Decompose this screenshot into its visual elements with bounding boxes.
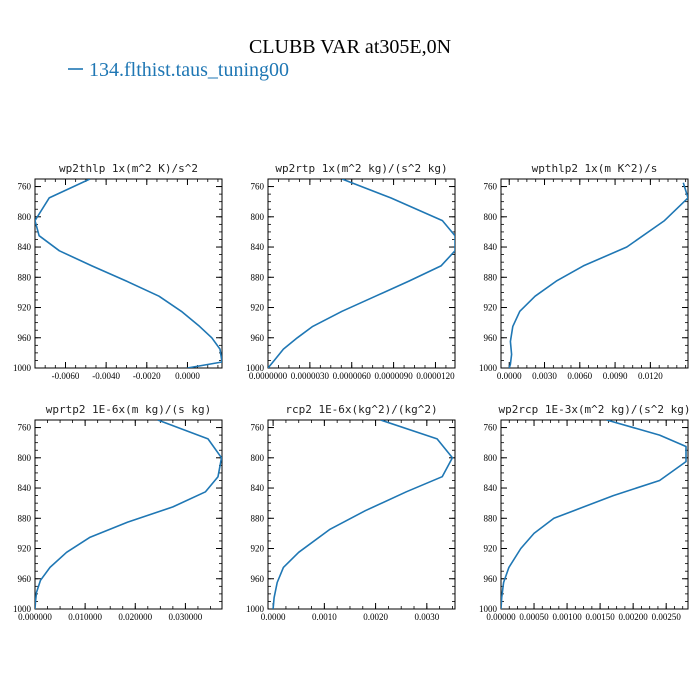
y-tick-label: 800	[484, 212, 498, 222]
y-tick-label: 960	[18, 333, 32, 343]
y-tick-label: 1000	[246, 604, 265, 614]
x-tick-label: 0.0030	[414, 612, 439, 622]
chart-panel-4: wprtp2 1E-6x(m kg)/(s kg) 760 800 840 880 920…	[13, 403, 223, 622]
y-tick-label: 800	[18, 212, 32, 222]
y-tick-label: 880	[18, 272, 32, 282]
x-tick-label: 0.030000	[169, 612, 203, 622]
y-tick-label: 880	[18, 513, 32, 523]
plot-frame	[267, 419, 456, 610]
x-tick-label: 0.0010	[312, 612, 337, 622]
x-tick-label: 0.0060	[567, 371, 592, 381]
y-tick-label: 840	[18, 483, 32, 493]
y-tick-label: 1000	[13, 363, 32, 373]
x-tick-label: 0.00100	[552, 612, 582, 622]
y-tick-label: 840	[484, 242, 498, 252]
panel-title: wpthlp2 1x(m K^2)/s	[532, 162, 658, 175]
panel-title: rcp2 1E-6x(kg^2)/(kg^2)	[285, 403, 437, 416]
y-tick-label: 1000	[479, 363, 498, 373]
y-tick-label: 760	[484, 423, 498, 433]
series-line	[272, 420, 454, 609]
x-tick-label: 0.0030	[532, 371, 557, 381]
y-tick-label: 960	[484, 574, 498, 584]
x-tick-label: 0.0000	[261, 612, 286, 622]
y-tick-label: 840	[18, 242, 32, 252]
x-tick-label: 0.0090	[603, 371, 628, 381]
x-tick-label: 0.0000000	[249, 371, 288, 381]
y-tick-label: 880	[484, 272, 498, 282]
y-tick-label: 800	[251, 453, 265, 463]
series-line	[35, 420, 222, 609]
y-tick-label: 880	[251, 272, 265, 282]
x-tick-label: -0.0060	[52, 371, 80, 381]
y-tick-label: 880	[251, 513, 265, 523]
y-tick-label: 1000	[13, 604, 32, 614]
y-tick-label: 920	[18, 544, 32, 554]
x-tick-label: 0.0120	[638, 371, 663, 381]
y-tick-label: 960	[251, 333, 265, 343]
series-line	[508, 182, 688, 368]
plot-frame	[34, 419, 223, 610]
x-tick-label: -0.0020	[133, 371, 161, 381]
x-tick-label: 0.00200	[619, 612, 649, 622]
chart-panel-2: wp2rtp 1x(m^2 kg)/(s^2 kg) 760 800 840 880 92…	[246, 162, 456, 381]
x-tick-label: 0.020000	[118, 612, 152, 622]
y-tick-label: 840	[251, 242, 265, 252]
y-tick-label: 760	[18, 182, 32, 192]
x-tick-label: 0.00250	[652, 612, 682, 622]
y-tick-label: 760	[251, 182, 265, 192]
y-tick-label: 960	[251, 574, 265, 584]
chart-panel-3: wpthlp2 1x(m K^2)/s 760 800 840 880 920 960 100…	[479, 162, 689, 381]
plot-frame	[500, 178, 689, 369]
y-tick-label: 760	[484, 182, 498, 192]
chart-panel-6: wp2rcp 1E-3x(m^2 kg)/(s^2 kg)760 800 840 88…	[479, 403, 691, 622]
legend-label: 134.flthist.taus_tuning00	[89, 59, 289, 81]
chart-panel-5: rcp2 1E-6x(kg^2)/(kg^2) 760 800 840 880 920 96…	[246, 403, 456, 622]
panel-title: wprtp2 1E-6x(m kg)/(s kg)	[46, 403, 212, 416]
chart-panel-1: wp2thlp 1x(m^2 K)/s^2 760 800 840 880 920 960 1…	[13, 162, 223, 381]
x-tick-label: 0.000000	[18, 612, 52, 622]
x-tick-label: 0.0000	[175, 371, 200, 381]
y-tick-label: 840	[484, 483, 498, 493]
panel-title: wp2rtp 1x(m^2 kg)/(s^2 kg)	[275, 162, 447, 175]
x-tick-label: 0.00050	[519, 612, 549, 622]
panel-title: wp2rcp 1E-3x(m^2 kg)/(s^2 kg)	[498, 403, 690, 416]
plot-frame	[500, 419, 689, 610]
y-tick-label: 920	[251, 544, 265, 554]
y-tick-label: 880	[484, 513, 498, 523]
y-tick-label: 800	[484, 453, 498, 463]
x-tick-label: 0.0000030	[291, 371, 330, 381]
plot-frame	[267, 178, 456, 369]
y-tick-label: 760	[251, 423, 265, 433]
plot-frame	[34, 178, 223, 369]
series-line	[268, 179, 455, 368]
y-tick-label: 1000	[246, 363, 265, 373]
y-tick-label: 800	[18, 453, 32, 463]
x-tick-label: 0.010000	[68, 612, 102, 622]
x-tick-label: 0.0000060	[333, 371, 372, 381]
y-tick-label: 960	[18, 574, 32, 584]
panel-title: wp2thlp 1x(m^2 K)/s^2	[59, 162, 198, 175]
series-line	[35, 179, 222, 368]
x-tick-label: 0.0020	[363, 612, 388, 622]
panels: wp2thlp 1x(m^2 K)/s^2 760 800 840 880 920 960 1…	[13, 162, 691, 622]
x-tick-label: 0.00000	[486, 612, 516, 622]
y-tick-label: 760	[18, 423, 32, 433]
x-tick-label: 0.00150	[585, 612, 615, 622]
x-tick-label: 0.0000090	[374, 371, 413, 381]
y-tick-label: 920	[484, 544, 498, 554]
x-tick-label: -0.0040	[92, 371, 120, 381]
x-tick-label: 0.0000	[497, 371, 522, 381]
legend: 134.flthist.taus_tuning00	[68, 59, 289, 81]
y-tick-label: 920	[484, 303, 498, 313]
y-tick-label: 920	[251, 303, 265, 313]
y-tick-label: 960	[484, 333, 498, 343]
series-line	[501, 420, 687, 609]
y-tick-label: 920	[18, 303, 32, 313]
x-tick-label: 0.0000120	[416, 371, 455, 381]
figure-title: CLUBB VAR at305E,0N	[249, 36, 451, 58]
y-tick-label: 840	[251, 483, 265, 493]
y-tick-label: 1000	[479, 604, 498, 614]
y-tick-label: 800	[251, 212, 265, 222]
